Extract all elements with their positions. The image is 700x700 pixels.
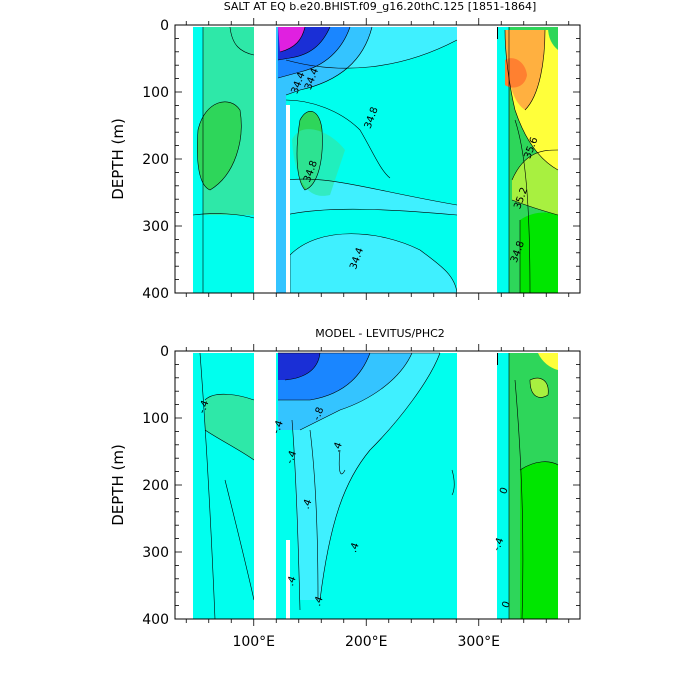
- bottom-contour-label: -.4: [197, 399, 212, 415]
- top-panel: SALT AT EQ b.e20.BHIST.f09_g16.20thC.125…: [192, 0, 559, 294]
- bottom-panel-field: [193, 352, 559, 620]
- top-y-tick-label: 200: [142, 152, 169, 168]
- top-field-atlantic-lime: [520, 212, 558, 293]
- top-field-atlantic-yellowgreen: [512, 150, 558, 215]
- bottom-contour: [451, 469, 455, 496]
- bottom-contour-label: -.8: [311, 406, 326, 422]
- bottom-field-atlantic-yellowgreen: [530, 378, 549, 398]
- bottom-contour-label: .4: [285, 575, 299, 588]
- top-contour: [285, 208, 458, 216]
- top-contour: [296, 111, 323, 191]
- bottom-land-gaps: [254, 353, 497, 619]
- top-field-pacific-deep-lightcyan: [290, 233, 457, 293]
- top-field-pacific-strip: [276, 27, 286, 293]
- top-contour: [285, 99, 391, 179]
- bottom-contour: [224, 479, 255, 601]
- top-contour: [504, 29, 559, 171]
- bottom-x-tick-label: 200°E: [345, 634, 388, 650]
- bottom-y-tick-label: 100: [142, 411, 169, 427]
- bottom-contour: [514, 379, 524, 620]
- top-y-axis-label: DEPTH (m): [109, 118, 127, 200]
- top-field-indian-deep: [193, 215, 254, 293]
- bottom-contour-lines: [199, 352, 559, 620]
- bottom-panel: MODEL - LEVITUS/PHC2: [193, 327, 559, 620]
- bottom-field-atlantic-west: [497, 353, 509, 619]
- bottom-x-tick-label: 100°E: [232, 634, 275, 650]
- bottom-contour-label: -.4: [271, 419, 286, 435]
- top-y-tick-label: 100: [142, 85, 169, 101]
- top-field-pacific-magenta: [278, 27, 305, 52]
- bottom-y-tick-label: 0: [160, 344, 169, 360]
- bottom-field-pacific-darkblue: [278, 353, 320, 380]
- top-contour: [285, 178, 458, 206]
- top-y-tick-label: 400: [142, 286, 169, 302]
- bottom-contour: [204, 393, 255, 401]
- bottom-contour: [529, 377, 549, 398]
- top-field-atlantic-west: [497, 27, 509, 293]
- bottom-y-tick-label: 400: [142, 612, 169, 628]
- top-land-gap: [286, 105, 290, 293]
- bottom-land-gap: [286, 540, 290, 619]
- top-contour: [289, 233, 458, 294]
- bottom-contour: [284, 352, 321, 381]
- bottom-contour: [519, 461, 559, 471]
- bottom-contour-label: .4: [348, 541, 362, 554]
- top-contour: [511, 199, 559, 216]
- bottom-field-indian-seagreen: [205, 394, 254, 460]
- top-land-gap: [254, 27, 276, 293]
- bottom-field-atlantic-lime: [520, 461, 558, 619]
- top-field-indian-green-blob: [197, 101, 242, 190]
- top-contour: [197, 101, 242, 191]
- bottom-panel-title: MODEL - LEVITUS/PHC2: [315, 327, 445, 340]
- bottom-land-gap: [457, 353, 497, 619]
- bottom-contour-label: .4: [301, 498, 315, 511]
- bottom-contour-labels: -.4 -.8 -.4 -.4 .4 .4 .4 .4 .4 0 -.4 0: [197, 399, 513, 610]
- bottom-y-axis-label: DEPTH (m): [109, 444, 127, 526]
- bottom-contour: [338, 449, 346, 475]
- top-contour: [524, 29, 546, 111]
- top-contour-lines: [192, 26, 559, 294]
- top-field-atlantic-darkorange: [505, 58, 527, 88]
- top-contour: [229, 26, 255, 56]
- bottom-y-tick-label: 300: [142, 545, 169, 561]
- bottom-contour: [278, 352, 441, 601]
- bottom-contour-label: 0: [501, 600, 514, 610]
- top-contour: [192, 213, 255, 219]
- bottom-contour: [291, 419, 301, 611]
- top-panel-title: SALT AT EQ b.e20.BHIST.f09_g16.20thC.125…: [224, 0, 537, 13]
- bottom-contour-label: .4: [312, 595, 326, 608]
- top-panel-field: [192, 26, 559, 294]
- bottom-contour: [299, 352, 413, 431]
- bottom-contour: [309, 429, 319, 601]
- top-land-gaps: [254, 27, 497, 293]
- bottom-contour-label: -.4: [284, 449, 299, 465]
- bottom-contour: [204, 429, 255, 461]
- top-contour: [511, 149, 559, 181]
- bottom-contour: [199, 352, 216, 620]
- top-contour: [277, 26, 331, 61]
- bottom-field-atlantic-yellow: [538, 353, 558, 370]
- top-contour: [285, 39, 458, 69]
- bottom-field-indian: [193, 353, 254, 619]
- top-y-tick-label: 0: [160, 18, 169, 34]
- top-contour: [277, 26, 351, 79]
- top-y-tick-label: 300: [142, 219, 169, 235]
- top-contour: [514, 119, 531, 294]
- top-field-atlantic-green-edge: [548, 27, 558, 50]
- bottom-land-gap: [254, 353, 276, 619]
- bottom-contour: [278, 352, 371, 401]
- bottom-x-tick-label: 300°E: [457, 634, 500, 650]
- bottom-contour-label: .4: [331, 441, 345, 454]
- top-land-gap: [457, 27, 497, 293]
- bottom-contour-label: 0: [498, 486, 511, 496]
- axes: 0 100 200 300 400 DEPTH (m) 0 100 200 300 400 100°E…: [109, 18, 581, 650]
- bottom-y-tick-label: 200: [142, 478, 169, 494]
- bottom-contour-label: -.4: [491, 536, 506, 552]
- top-contour: [285, 26, 373, 96]
- top-contour: [279, 26, 306, 53]
